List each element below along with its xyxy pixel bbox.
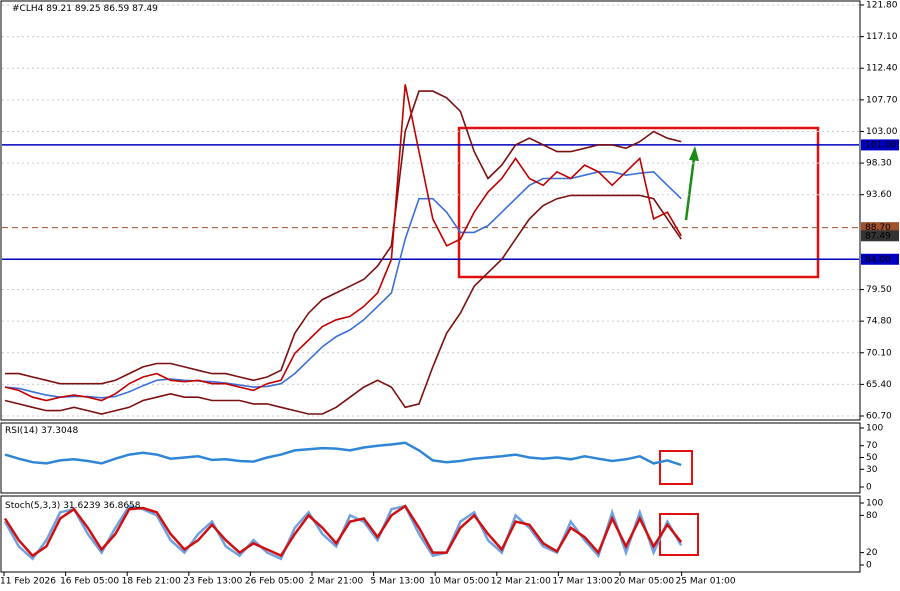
title-part: #CLH4: [12, 4, 44, 14]
level-tag: [861, 253, 899, 265]
series-line: [5, 90, 682, 385]
main-panel: [0, 0, 861, 421]
series-line: [4, 84, 682, 402]
y-tick-label: 60.70: [866, 412, 892, 422]
y-tick-label: 70.10: [866, 348, 892, 358]
series-line: [4, 194, 682, 415]
x-tick-label: 25 Mar 01:00: [676, 577, 736, 587]
y-tick-label: 100: [866, 499, 883, 509]
series-line: [4, 441, 682, 467]
level-tag: [861, 222, 899, 234]
x-tick-label: 20 Mar 05:00: [614, 577, 674, 587]
rsi-box: [659, 450, 693, 485]
x-tick-label: 5 Mar 13:00: [370, 577, 425, 587]
title-part: 31.6239: [63, 501, 100, 511]
title-part: Stoch(5,3,3): [5, 501, 60, 511]
y-tick-label: 20: [866, 548, 878, 558]
series-line: [3, 504, 683, 558]
y-tick-label: 50: [866, 453, 878, 463]
y-tick-label: 117.10: [866, 32, 898, 42]
y-tick-label: 65.40: [866, 380, 892, 390]
range-box: [457, 126, 820, 279]
panel-title: Stoch(5,3,3) 31.6239 36.8658: [5, 501, 141, 511]
level-label: 87.49: [865, 231, 891, 241]
y-tick-label: 0: [866, 561, 872, 571]
level-tag: [861, 139, 899, 151]
y-tick-label: 112.40: [866, 64, 898, 74]
x-tick-label: 16 Feb 05:00: [60, 577, 119, 587]
title-part: 37.3048: [41, 426, 78, 436]
title-part: 86.59: [104, 4, 130, 14]
title-part: 36.8658: [103, 501, 140, 511]
y-tick-label: 93.60: [866, 190, 892, 200]
x-tick-label: 26 Feb 05:00: [245, 577, 304, 587]
y-tick-label: 0: [866, 483, 872, 493]
arrow-head: [689, 146, 699, 161]
title-part: RSI(14): [5, 426, 38, 436]
y-tick-label: 98.30: [866, 159, 892, 169]
y-tick-label: 70: [866, 441, 878, 451]
y-tick-label: 74.80: [866, 317, 892, 327]
series-line: [4, 170, 682, 399]
title-part: 89.21: [46, 4, 72, 14]
arrow: [684, 157, 696, 221]
level-label: 88.70: [865, 223, 891, 233]
panel-title: #CLH4 89.21 89.25 86.59 87.49: [12, 4, 158, 14]
x-tick-label: 18 Feb 21:00: [122, 577, 181, 587]
y-tick-label: 121.80: [866, 1, 898, 11]
level-label: 101.00: [865, 140, 897, 150]
y-tick-label: 80: [866, 511, 878, 521]
x-tick-label: 2 Mar 21:00: [309, 577, 364, 587]
x-tick-label: 23 Feb 13:00: [183, 577, 242, 587]
y-tick-label: 107.70: [866, 95, 898, 105]
x-tick-label: 11 Feb 2026: [0, 577, 56, 587]
x-tick-label: 17 Mar 13:00: [552, 577, 612, 587]
stoch-panel: [0, 495, 861, 573]
x-tick-label: 12 Mar 21:00: [491, 577, 551, 587]
y-tick-label: 100: [866, 424, 883, 434]
level-tag: [861, 230, 899, 242]
y-tick-label: 30: [866, 465, 878, 475]
x-tick-label: 10 Mar 05:00: [429, 577, 489, 587]
panel-title: RSI(14) 37.3048: [5, 426, 78, 436]
level-label: 84.00: [865, 255, 891, 265]
y-tick-label: 103.00: [866, 127, 898, 137]
y-tick-label: 79.50: [866, 285, 892, 295]
title-part: 87.49: [132, 4, 158, 14]
title-part: 89.25: [75, 4, 101, 14]
